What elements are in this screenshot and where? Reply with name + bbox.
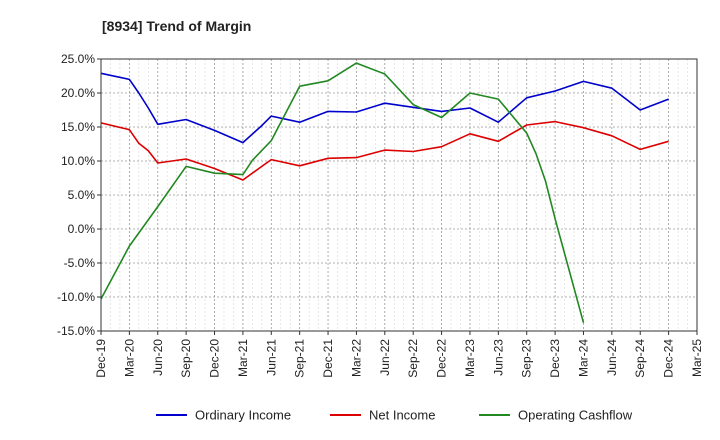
- x-tick-label: Dec-23: [548, 339, 562, 378]
- x-tick-label: Jun-21: [264, 339, 278, 376]
- x-tick-label: Mar-24: [576, 339, 590, 377]
- legend-label-operating-cashflow: Operating Cashflow: [518, 408, 633, 423]
- x-axis-ticks: Dec-19 Mar-20 Jun-20 Sep-20 Dec-20 Mar-21 Jun-…: [94, 331, 704, 378]
- y-tick-label: 10.0%: [61, 154, 95, 168]
- y-tick-label: 20.0%: [61, 86, 95, 100]
- x-tick-label: Jun-23: [491, 339, 505, 376]
- y-tick-label: -10.0%: [57, 290, 95, 304]
- x-tick-label: Mar-23: [463, 339, 477, 377]
- y-tick-label: 0.0%: [68, 222, 96, 236]
- y-tick-label: 25.0%: [61, 52, 95, 66]
- x-tick-label: Dec-19: [94, 339, 108, 378]
- x-tick-label: Jun-24: [605, 339, 619, 376]
- x-tick-label: Sep-24: [633, 339, 647, 378]
- y-tick-label: -5.0%: [64, 256, 96, 270]
- series-lines: [100, 62, 669, 324]
- legend-label-net-income: Net Income: [369, 408, 435, 423]
- x-tick-label: Dec-22: [435, 339, 449, 378]
- series-line-ordinary-income: [100, 72, 669, 144]
- x-tick-label: Mar-20: [122, 339, 136, 377]
- x-tick-label: Jun-22: [378, 339, 392, 376]
- x-tick-label: Mar-21: [236, 339, 250, 377]
- x-tick-label: Dec-24: [662, 339, 676, 378]
- chart-title: [8934] Trend of Margin: [102, 18, 251, 34]
- x-tick-label: Sep-21: [293, 339, 307, 378]
- x-tick-label: Dec-21: [321, 339, 335, 378]
- y-tick-label: 15.0%: [61, 120, 95, 134]
- grid-lines: [101, 59, 697, 331]
- legend-label-ordinary-income: Ordinary Income: [195, 408, 291, 423]
- x-tick-label: Mar-25: [690, 339, 704, 377]
- series-line-net-income: [100, 120, 669, 181]
- x-tick-label: Mar-22: [349, 339, 363, 377]
- y-tick-label: 5.0%: [68, 188, 96, 202]
- x-tick-label: Sep-22: [406, 339, 420, 378]
- series-line-operating-cashflow: [100, 62, 585, 324]
- x-tick-label: Sep-23: [520, 339, 534, 378]
- y-tick-label: -15.0%: [57, 324, 95, 338]
- y-axis-ticks: 25.0% 20.0% 15.0% 10.0% 5.0% 0.0% -5.0% -10.0% -…: [57, 52, 101, 338]
- x-tick-label: Jun-20: [151, 339, 165, 376]
- legend: Ordinary Income Net Income Operating Cashf…: [156, 408, 633, 423]
- plot-frame: [100, 58, 698, 332]
- x-tick-label: Sep-20: [179, 339, 193, 378]
- x-tick-label: Dec-20: [208, 339, 222, 378]
